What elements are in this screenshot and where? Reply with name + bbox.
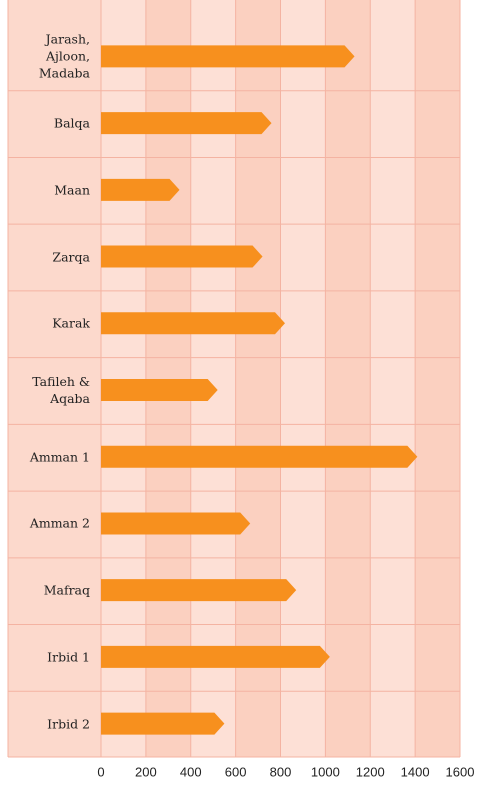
y-tick-label: Karak bbox=[52, 315, 90, 331]
y-tick-label: Balqa bbox=[53, 115, 90, 131]
bar bbox=[101, 445, 418, 468]
x-tick-label: 1200 bbox=[356, 764, 385, 779]
y-tick-label: Maan bbox=[54, 182, 90, 198]
column-band bbox=[370, 0, 416, 757]
y-tick-label: Amman 1 bbox=[29, 449, 90, 465]
y-tick-label: Amman 2 bbox=[29, 515, 90, 531]
x-tick-label: 1000 bbox=[311, 764, 340, 779]
y-tick-label: Mafraq bbox=[43, 582, 90, 598]
bar bbox=[101, 712, 225, 735]
bar bbox=[101, 312, 285, 335]
bar bbox=[101, 178, 180, 201]
x-tick-label: 600 bbox=[225, 764, 247, 779]
y-tick-label: Zarqa bbox=[52, 249, 90, 265]
x-tick-label: 1600 bbox=[446, 764, 475, 779]
y-tick-label: Irbid 2 bbox=[47, 716, 90, 732]
bar bbox=[101, 579, 297, 602]
y-tick-label: Tafileh & Aqaba bbox=[32, 374, 90, 406]
x-tick-label: 1400 bbox=[401, 764, 430, 779]
bar bbox=[101, 245, 263, 268]
x-tick-label: 400 bbox=[180, 764, 202, 779]
x-tick-label: 800 bbox=[270, 764, 292, 779]
bar bbox=[101, 379, 218, 401]
bar bbox=[101, 645, 330, 668]
column-band bbox=[280, 0, 326, 757]
y-tick-label: Irbid 1 bbox=[47, 649, 90, 665]
column-band bbox=[415, 0, 460, 757]
bar bbox=[101, 45, 355, 68]
x-tick-label: 0 bbox=[97, 764, 104, 779]
y-tick-label: Jarash, Ajloon, Madaba bbox=[38, 31, 90, 81]
bar bbox=[101, 112, 272, 135]
bar bbox=[101, 512, 251, 535]
x-tick-label: 200 bbox=[135, 764, 157, 779]
column-band bbox=[325, 0, 371, 757]
